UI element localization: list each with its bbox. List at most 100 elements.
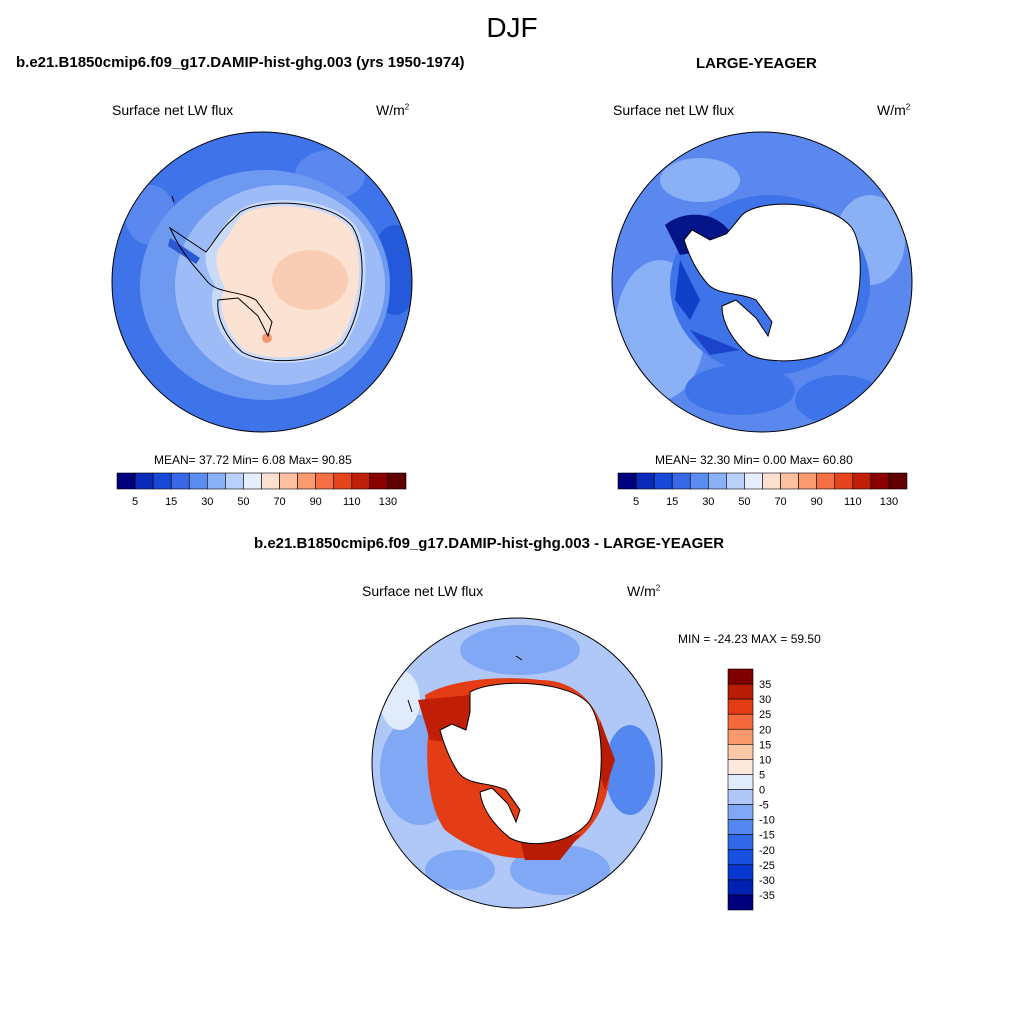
colorbar-2-swatch [689, 472, 709, 490]
panel1-title: b.e21.B1850cmip6.f09_g17.DAMIP-hist-ghg.… [16, 54, 465, 71]
colorbar-1-swatch [279, 472, 298, 490]
colorbar-3-tick-label: 25 [759, 709, 771, 721]
panel1-stats: MEAN= 37.72 Min= 6.08 Max= 90.85 [154, 453, 352, 467]
colorbar-1-swatch [351, 472, 371, 490]
colorbar-3-tick-label: 20 [759, 724, 771, 736]
colorbar-3-swatch [727, 774, 754, 790]
colorbar-1-swatch [152, 472, 172, 490]
colorbar-1-swatch [207, 472, 226, 490]
panel1-units: W/m2 [376, 102, 410, 118]
colorbar-1-swatch [315, 472, 335, 490]
colorbar-2-swatch [780, 472, 799, 490]
colorbar-1-swatch [297, 472, 316, 490]
map3-land-mask [439, 682, 602, 845]
colorbar-3-swatch [727, 759, 754, 775]
panel3-variable: Surface net LW flux [362, 583, 484, 599]
panel3-title: b.e21.B1850cmip6.f09_g17.DAMIP-hist-ghg.… [254, 535, 725, 552]
colorbar-3: 35 30 25 20 15 10 5 0 -5 -10 -15 -20 -25 -30 -35 [727, 668, 775, 911]
map2-land-mask [683, 203, 861, 362]
map2-border [611, 131, 913, 433]
colorbar-3-tick-label: 0 [759, 785, 765, 797]
colorbar-2-swatch [617, 472, 637, 490]
colorbar-3-swatch [727, 864, 754, 881]
colorbar-3-swatch [727, 728, 754, 745]
colorbar-1-tick-label: 70 [273, 496, 285, 508]
colorbar-3-swatch [727, 713, 754, 730]
colorbar-2-tick-label: 15 [666, 496, 678, 508]
colorbar-1-swatch [369, 472, 389, 490]
colorbar-3-tick-label: -35 [759, 890, 775, 902]
map3-border [371, 617, 663, 909]
colorbar-2-swatch [852, 472, 872, 490]
colorbar-2-swatch [816, 472, 836, 490]
panel2-stats: MEAN= 32.30 Min= 0.00 Max= 60.80 [655, 453, 853, 467]
colorbar-3-swatch [727, 683, 754, 700]
colorbar-2-swatch [653, 472, 673, 490]
panel3-units: W/m2 [627, 583, 661, 599]
colorbar-3-tick-label: -20 [759, 845, 775, 857]
colorbar-2-swatch [671, 472, 691, 490]
colorbar-1-swatch [134, 472, 154, 490]
map1-coastline [168, 195, 363, 362]
colorbar-2-swatch [888, 472, 908, 490]
panel2-variable: Surface net LW flux [613, 102, 735, 118]
colorbar-3-tick-label: -15 [759, 830, 775, 842]
colorbar-3-swatch [727, 819, 754, 835]
colorbar-2-tick-label: 50 [738, 496, 750, 508]
colorbar-3-tick-label: 10 [759, 754, 771, 766]
colorbar-3-tick-label: 35 [759, 679, 771, 691]
colorbar-3-swatch [727, 894, 754, 911]
colorbar-1-swatch [333, 472, 353, 490]
colorbar-2-tick-label: 130 [880, 496, 898, 508]
colorbar-2-tick-label: 5 [633, 496, 639, 508]
colorbar-1-tick-label: 15 [165, 496, 177, 508]
colorbar-3-tick-label: 30 [759, 694, 771, 706]
colorbar-2-tick-label: 30 [702, 496, 714, 508]
colorbar-2-tick-label: 70 [774, 496, 786, 508]
colorbar-2-swatch [726, 472, 745, 490]
colorbar-2-swatch [762, 472, 781, 490]
colorbar-3-swatch [727, 879, 754, 896]
panel2-units: W/m2 [877, 102, 911, 118]
panel3-stats: MIN = -24.23 MAX = 59.50 [678, 632, 821, 646]
colorbar-1-tick-label: 90 [310, 496, 322, 508]
colorbar-3-tick-label: 5 [759, 769, 765, 781]
colorbar-2: 5 15 30 50 70 90 110 130 [617, 472, 908, 508]
colorbar-1-tick-label: 50 [237, 496, 249, 508]
colorbar-2-swatch [870, 472, 890, 490]
colorbar-2-tick-label: 110 [844, 496, 862, 508]
panel1-variable: Surface net LW flux [112, 102, 234, 118]
colorbar-1-tick-label: 30 [201, 496, 213, 508]
colorbar-1-swatch [387, 472, 407, 490]
colorbar-1-swatch [261, 472, 280, 490]
colorbar-3-swatch [727, 834, 754, 851]
colorbar-1-swatch [170, 472, 190, 490]
colorbar-1-swatch [116, 472, 136, 490]
colorbar-2-swatch [635, 472, 655, 490]
colorbar-1-swatch [188, 472, 208, 490]
colorbar-3-swatch [727, 668, 754, 685]
colorbar-1-tick-label: 130 [379, 496, 397, 508]
colorbar-2-swatch [798, 472, 817, 490]
colorbar-1-swatch [243, 472, 262, 490]
panel2-title: LARGE-YEAGER [696, 55, 817, 72]
colorbar-3-swatch [727, 744, 754, 760]
colorbar-2-swatch [744, 472, 763, 490]
colorbar-3-tick-label: -25 [759, 860, 775, 872]
colorbar-1-tick-label: 110 [343, 496, 361, 508]
colorbar-3-tick-label: 15 [759, 739, 771, 751]
colorbar-1: 5 15 30 50 70 90 110 130 [116, 472, 407, 508]
colorbar-3-tick-label: -5 [759, 800, 769, 812]
colorbar-3-tick-label: -30 [759, 875, 775, 887]
season-title: DJF [486, 12, 538, 43]
colorbar-1-swatch [225, 472, 244, 490]
colorbar-3-tick-label: -10 [759, 815, 775, 827]
colorbar-3-swatch [727, 804, 754, 820]
colorbar-3-swatch [727, 789, 754, 805]
colorbar-2-swatch [834, 472, 854, 490]
colorbar-2-swatch [708, 472, 727, 490]
colorbar-1-tick-label: 5 [132, 496, 138, 508]
map1-field [112, 132, 412, 432]
colorbar-3-swatch [727, 849, 754, 866]
